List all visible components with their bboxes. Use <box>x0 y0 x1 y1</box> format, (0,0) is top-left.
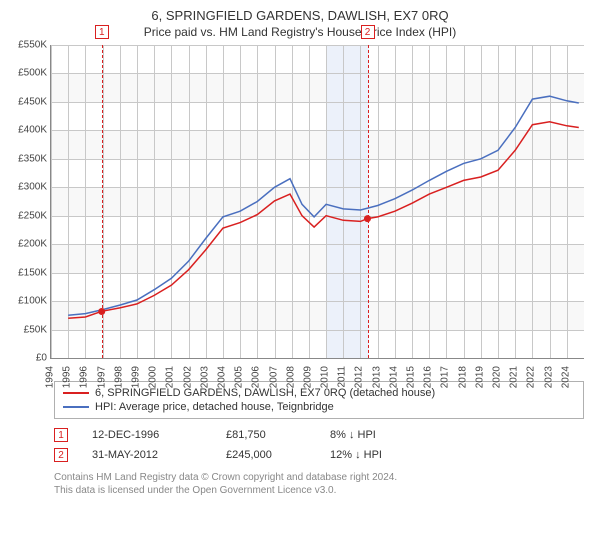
footer-line: Contains HM Land Registry data © Crown c… <box>54 471 584 484</box>
y-axis-tick: £400K <box>11 125 47 136</box>
event-row-diff: 12% ↓ HPI <box>330 449 430 461</box>
x-axis-tick: 1998 <box>113 366 124 388</box>
x-axis-tick: 2008 <box>285 366 296 388</box>
event-row-diff: 8% ↓ HPI <box>330 429 430 441</box>
x-axis-tick: 2009 <box>302 366 313 388</box>
x-axis-tick: 2012 <box>354 366 365 388</box>
x-axis-tick: 2002 <box>182 366 193 388</box>
x-axis-tick: 2023 <box>543 366 554 388</box>
event-row-badge: 2 <box>54 448 68 462</box>
x-axis-tick: 1996 <box>79 366 90 388</box>
series-line-property <box>68 122 579 318</box>
x-axis-tick: 2020 <box>492 366 503 388</box>
event-row-price: £81,750 <box>226 429 306 441</box>
series-line-hpi <box>68 96 579 315</box>
legend-label: HPI: Average price, detached house, Teig… <box>95 401 334 413</box>
x-axis-tick: 2003 <box>199 366 210 388</box>
x-axis-tick: 2000 <box>148 366 159 388</box>
event-row-date: 12-DEC-1996 <box>92 429 202 441</box>
x-axis-tick: 1994 <box>45 366 56 388</box>
legend-swatch <box>63 392 89 394</box>
x-axis-tick: 2011 <box>337 366 348 388</box>
x-axis-tick: 2024 <box>560 366 571 388</box>
event-marker-badge: 2 <box>361 25 375 39</box>
x-axis-tick: 2004 <box>216 366 227 388</box>
x-axis-tick: 2021 <box>509 366 520 388</box>
x-axis-tick: 1995 <box>62 366 73 388</box>
x-axis-tick: 2001 <box>165 366 176 388</box>
y-axis-tick: £450K <box>11 96 47 107</box>
x-axis-tick: 2010 <box>320 366 331 388</box>
event-row: 1 12-DEC-1996 £81,750 8% ↓ HPI <box>54 425 584 445</box>
event-row-date: 31-MAY-2012 <box>92 449 202 461</box>
x-axis-tick: 1999 <box>130 366 141 388</box>
page-title: 6, SPRINGFIELD GARDENS, DAWLISH, EX7 0RQ <box>12 8 588 23</box>
x-axis-tick: 2013 <box>371 366 382 388</box>
y-axis-tick: £500K <box>11 68 47 79</box>
x-axis-tick: 2019 <box>474 366 485 388</box>
event-marker-badge: 1 <box>95 25 109 39</box>
y-axis-tick: £200K <box>11 239 47 250</box>
x-axis-tick: 1997 <box>96 366 107 388</box>
y-axis-tick: £350K <box>11 153 47 164</box>
event-marker-dot <box>364 215 371 222</box>
x-axis-tick: 2007 <box>268 366 279 388</box>
chart: £0£50K£100K£150K£200K£250K£300K£350K£400… <box>50 45 584 375</box>
y-axis-tick: £300K <box>11 182 47 193</box>
event-row: 2 31-MAY-2012 £245,000 12% ↓ HPI <box>54 445 584 465</box>
x-axis-tick: 2022 <box>526 366 537 388</box>
y-axis-tick: £100K <box>11 296 47 307</box>
x-axis-tick: 2015 <box>406 366 417 388</box>
event-row-badge: 1 <box>54 428 68 442</box>
legend-row: HPI: Average price, detached house, Teig… <box>63 400 575 414</box>
x-axis-tick: 2005 <box>234 366 245 388</box>
y-axis-tick: £150K <box>11 267 47 278</box>
x-axis-tick: 2006 <box>251 366 262 388</box>
x-axis-tick: 2014 <box>388 366 399 388</box>
y-axis-tick: £250K <box>11 210 47 221</box>
y-axis-tick: £0 <box>11 353 47 364</box>
legend-label: 6, SPRINGFIELD GARDENS, DAWLISH, EX7 0RQ… <box>95 387 435 399</box>
y-axis-tick: £550K <box>11 40 47 51</box>
footer-attribution: Contains HM Land Registry data © Crown c… <box>54 471 584 497</box>
event-marker-dot <box>98 308 105 315</box>
legend-swatch <box>63 406 89 408</box>
event-row-price: £245,000 <box>226 449 306 461</box>
events-table: 1 12-DEC-1996 £81,750 8% ↓ HPI 2 31-MAY-2012 £… <box>54 425 584 465</box>
x-axis-tick: 2016 <box>423 366 434 388</box>
x-axis-tick: 2018 <box>457 366 468 388</box>
y-axis-tick: £50K <box>11 324 47 335</box>
footer-line: This data is licensed under the Open Gov… <box>54 484 584 497</box>
x-axis-tick: 2017 <box>440 366 451 388</box>
